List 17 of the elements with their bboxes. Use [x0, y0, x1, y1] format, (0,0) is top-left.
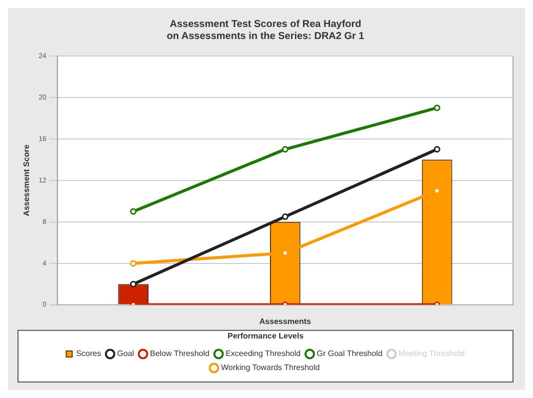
- point: [434, 146, 440, 153]
- legend-label: Exceeding Threshold: [226, 349, 301, 358]
- x-axis-title: Assessments: [259, 316, 312, 326]
- legend-label: Below Threshold: [150, 349, 210, 358]
- point: [282, 146, 288, 153]
- legend-title: Performance Levels: [227, 332, 304, 341]
- legend-label: Scores: [76, 349, 102, 358]
- point: [130, 208, 137, 215]
- point: [130, 280, 137, 288]
- legend-label: Gr Goal Threshold: [316, 349, 382, 358]
- legend-label: Goal: [117, 349, 134, 358]
- legend-label: Working Towards Threshold: [221, 363, 320, 372]
- chart-title: Assessment Test Scores of Rea Hayford on Assessments in the Series: DRA2 Gr 1: [166, 18, 365, 42]
- point: [434, 104, 440, 112]
- point: [282, 213, 288, 220]
- point: [130, 260, 137, 267]
- y-axis-title: Assessment Score: [22, 144, 32, 216]
